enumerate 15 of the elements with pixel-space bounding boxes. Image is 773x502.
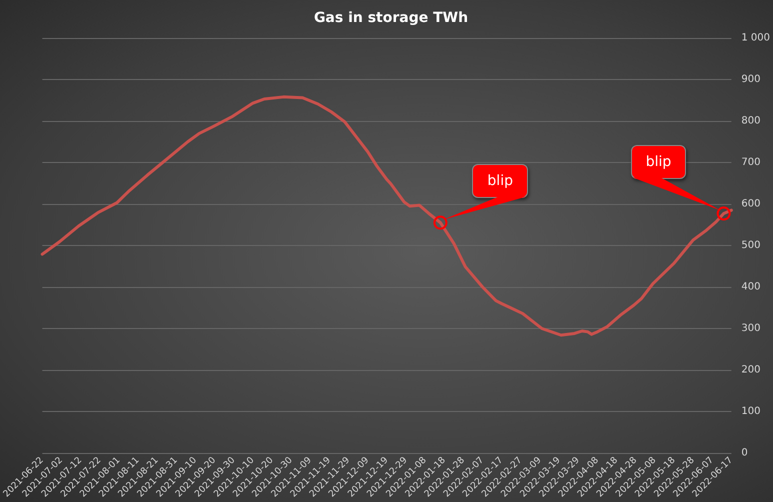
y-tick-label: 300 <box>741 323 760 334</box>
y-tick-label: 200 <box>741 364 760 376</box>
y-tick-label: 0 <box>741 448 748 458</box>
y-tick-label: 800 <box>741 116 760 126</box>
y-tick-label: 700 <box>741 157 760 168</box>
chart-title: Gas in storage TWh <box>314 10 468 26</box>
y-tick-label: 600 <box>741 198 760 210</box>
y-tick-label: 1 000 <box>741 32 770 44</box>
y-tick-label: 900 <box>741 74 760 85</box>
annotation: blip <box>630 144 686 179</box>
y-tick-label: 400 <box>741 282 760 292</box>
annotation: blip <box>472 164 528 198</box>
y-tick-label: 100 <box>741 406 760 417</box>
y-tick-label: 500 <box>741 240 760 251</box>
line-series <box>40 95 733 337</box>
